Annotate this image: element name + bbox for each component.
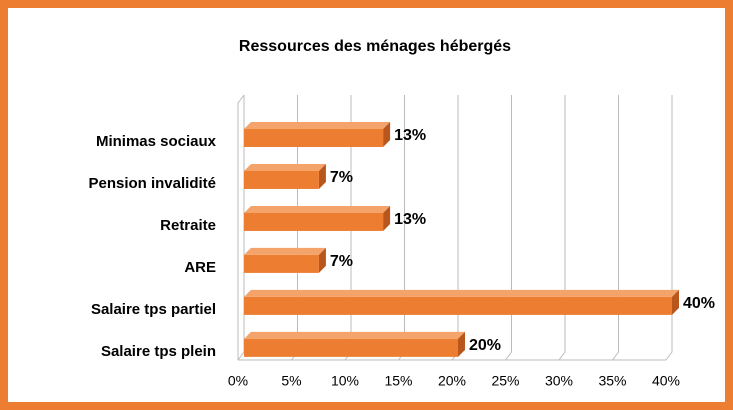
- value-label: 20%: [469, 337, 501, 354]
- bar-side: [383, 205, 391, 231]
- grid-line: [558, 95, 566, 361]
- axis-wall: [237, 94, 245, 360]
- bar-top: [244, 163, 326, 171]
- x-tick-label: 35%: [598, 373, 626, 389]
- x-tick-label: 40%: [652, 373, 680, 389]
- y-tick-label: ARE: [184, 259, 216, 276]
- bar-top: [244, 205, 391, 213]
- bar-side: [383, 121, 391, 147]
- bar: [244, 205, 391, 231]
- bar: [244, 289, 679, 315]
- bar-front: [244, 212, 384, 231]
- bar: [244, 121, 391, 147]
- bar-side: [318, 247, 326, 273]
- bar-top: [244, 247, 326, 255]
- grid-line: [505, 95, 512, 361]
- bar-front: [244, 338, 458, 357]
- value-label: 40%: [683, 295, 715, 312]
- bar: [244, 331, 465, 357]
- bar: [244, 247, 326, 273]
- y-tick-label: Retraite: [160, 217, 216, 234]
- x-tick-label: 15%: [384, 373, 412, 389]
- value-label: 7%: [330, 169, 353, 186]
- y-tick-label: Pension invalidité: [88, 175, 216, 192]
- value-label: 13%: [394, 127, 426, 144]
- x-tick-label: 20%: [438, 373, 466, 389]
- bar-front: [244, 128, 384, 147]
- value-label: 13%: [394, 211, 426, 228]
- x-tick-label: 10%: [331, 373, 359, 389]
- x-tick-label: 5%: [281, 373, 301, 389]
- y-tick-label: Salaire tps plein: [101, 343, 216, 360]
- bar-top: [244, 289, 679, 297]
- x-tick-label: 0%: [228, 373, 248, 389]
- bar-top: [244, 331, 465, 339]
- x-tick-label: 30%: [545, 373, 573, 389]
- bar-side: [458, 331, 465, 357]
- value-label: 7%: [330, 253, 353, 270]
- bar-top: [244, 121, 391, 129]
- chart-title: Ressources des ménages hébergés: [239, 38, 511, 55]
- bar-front: [244, 296, 672, 315]
- y-tick-label: Salaire tps partiel: [91, 301, 216, 318]
- grid-line: [665, 95, 673, 361]
- y-tick-label: Minimas sociaux: [96, 133, 217, 150]
- bar-front: [244, 254, 319, 273]
- grid-line: [612, 95, 619, 361]
- bar: [244, 163, 326, 189]
- bar-side: [318, 163, 326, 189]
- bar-side: [672, 289, 679, 315]
- x-tick-label: 25%: [491, 373, 519, 389]
- bar-front: [244, 170, 319, 189]
